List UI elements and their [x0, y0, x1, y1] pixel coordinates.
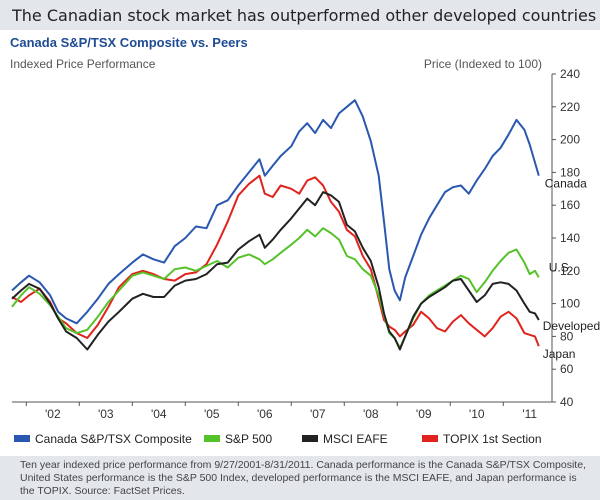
- legend-swatch: [204, 435, 220, 442]
- chart-title: Canada S&P/TSX Composite vs. Peers: [10, 35, 248, 50]
- x-tick-label: '03: [98, 407, 114, 421]
- y-axis-label: Price (Indexed to 100): [423, 57, 542, 71]
- legend-swatch: [302, 435, 318, 442]
- x-tick-label: '09: [416, 407, 432, 421]
- series-end-label: Japan: [543, 347, 576, 361]
- series-end-label: U.S.: [549, 260, 572, 274]
- headline-title: The Canadian stock market has outperform…: [12, 6, 597, 25]
- y-tick-label: 200: [560, 133, 580, 147]
- series-line-3: [11, 174, 540, 347]
- legend-swatch: [422, 435, 438, 442]
- series-line-2: [11, 191, 540, 351]
- y-tick-label: 120: [560, 264, 580, 278]
- y-tick-label: 180: [560, 165, 580, 179]
- series-line-0: [11, 99, 540, 325]
- legend-label: S&P 500: [225, 432, 272, 446]
- x-tick-label: '08: [363, 407, 379, 421]
- series-line-1: [11, 227, 540, 349]
- x-tick-label: '11: [522, 407, 537, 421]
- y-tick-label: 220: [560, 100, 580, 114]
- legend-label: MSCI EAFE: [323, 432, 388, 446]
- legend-label: Canada S&P/TSX Composite: [35, 432, 192, 446]
- headline-bar: The Canadian stock market has outperform…: [0, 0, 600, 30]
- y-tick-label: 240: [560, 67, 580, 81]
- y-tick-label: 140: [560, 231, 580, 245]
- y-tick-label: 40: [560, 395, 574, 409]
- x-tick-label: '06: [257, 407, 273, 421]
- y-tick-label: 100: [560, 297, 580, 311]
- chart-subtitle: Indexed Price Performance: [10, 57, 156, 71]
- y-tick-label: 60: [560, 362, 574, 376]
- x-tick-label: '02: [45, 407, 61, 421]
- chart-panel: [8, 32, 592, 454]
- x-tick-label: '04: [151, 407, 167, 421]
- x-tick-label: '07: [310, 407, 326, 421]
- y-tick-label: 80: [560, 329, 574, 343]
- legend-label: TOPIX 1st Section: [443, 432, 542, 446]
- y-tick-label: 160: [560, 198, 580, 212]
- x-tick-label: '10: [469, 407, 485, 421]
- footnote-text: Ten year indexed price performance from …: [20, 459, 586, 497]
- footnote-bar: Ten year indexed price performance from …: [0, 456, 600, 500]
- legend-swatch: [14, 435, 30, 442]
- series-end-label: Developed: [543, 319, 600, 333]
- series-end-label: Canada: [545, 177, 587, 191]
- x-tick-label: '05: [204, 407, 220, 421]
